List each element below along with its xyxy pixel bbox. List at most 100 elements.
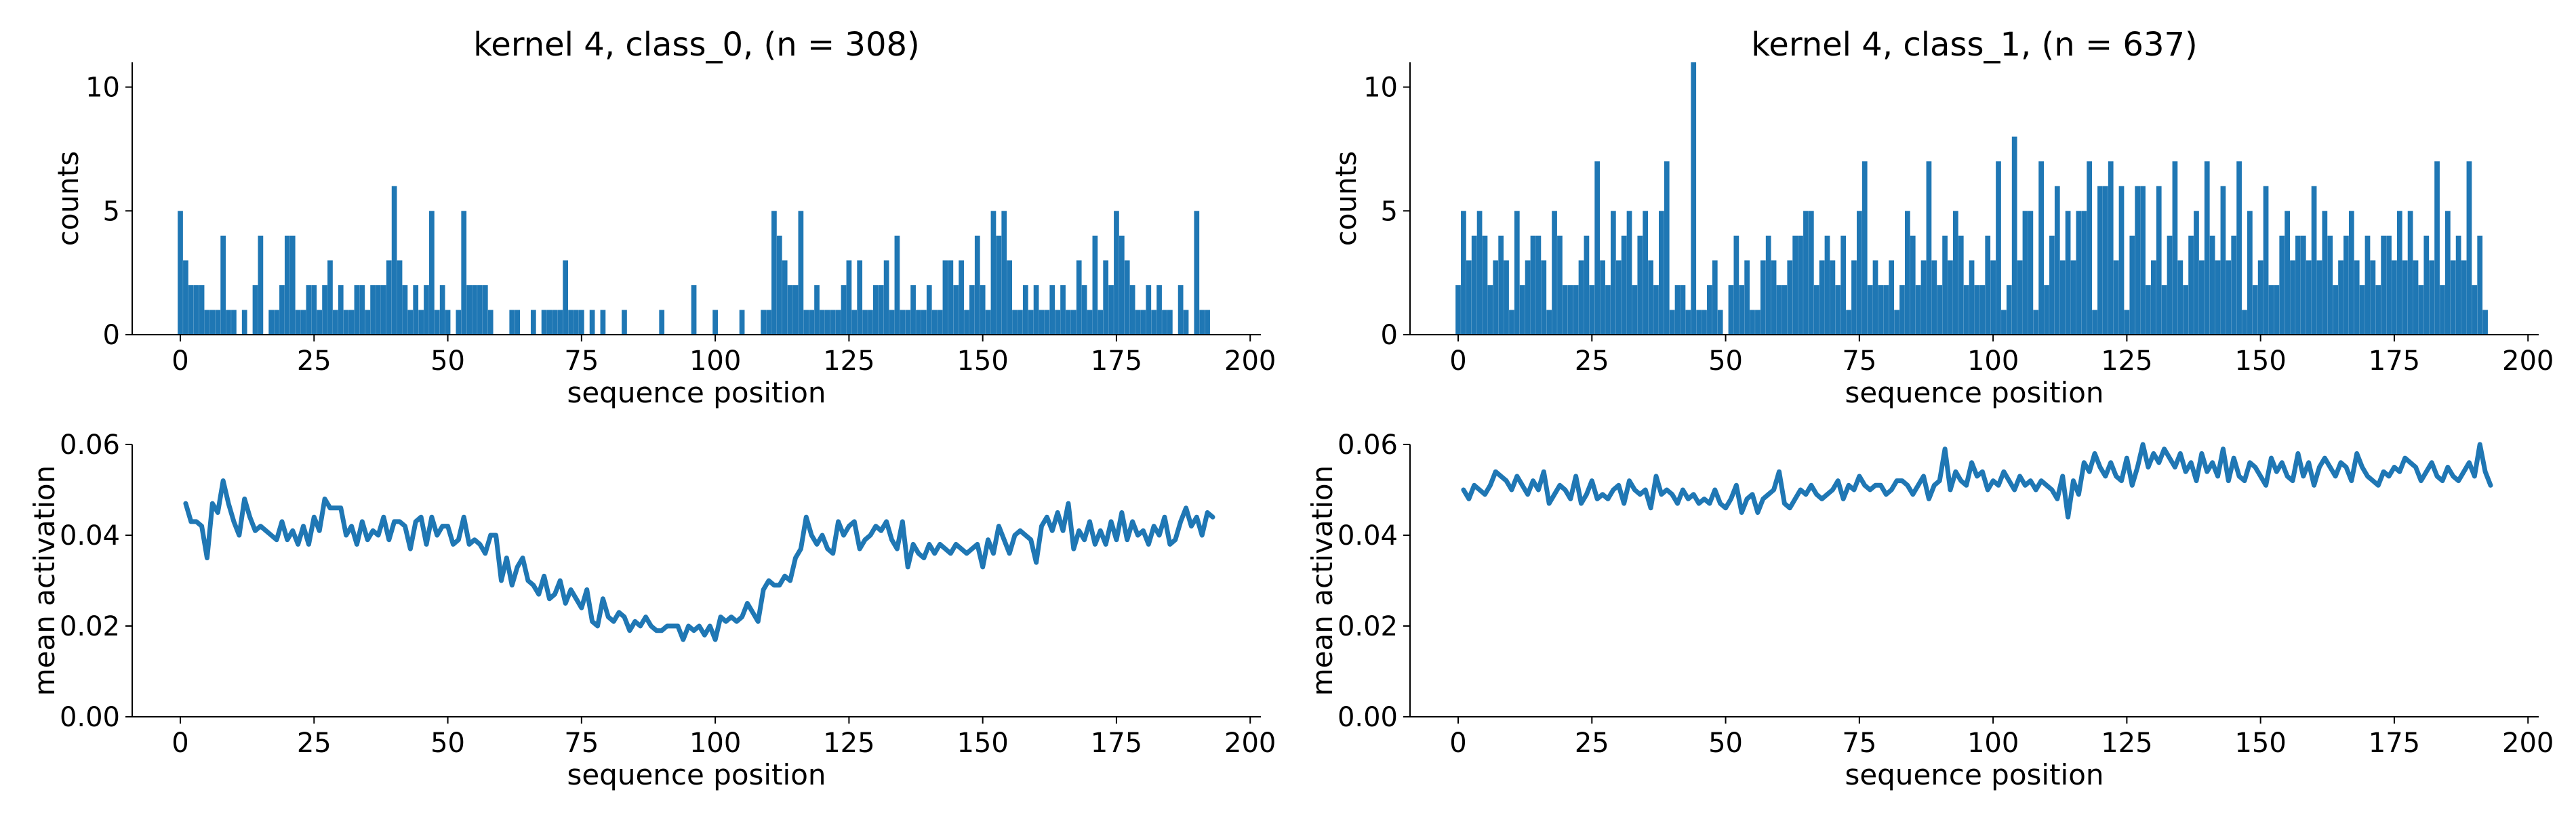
series-line xyxy=(1461,442,2493,520)
bar-73 xyxy=(568,310,573,335)
bar-147 xyxy=(964,310,969,335)
bar-171 xyxy=(2370,260,2376,335)
bar-150 xyxy=(980,285,986,335)
bar-183 xyxy=(2434,161,2440,335)
bar-149 xyxy=(974,235,980,335)
bar-111 xyxy=(2049,235,2055,335)
bar-163 xyxy=(2327,235,2333,335)
bar-126 xyxy=(2129,235,2135,335)
bar-185 xyxy=(1167,310,1173,335)
y-tick-label-3: 0.06 xyxy=(60,430,120,461)
bar-58 xyxy=(487,310,494,335)
bar-187 xyxy=(2455,235,2461,335)
y-axis-label: counts xyxy=(52,151,85,246)
bar-22 xyxy=(1573,285,1579,335)
bar-39 xyxy=(386,260,392,335)
bar-167 xyxy=(1070,310,1076,335)
bar-133 xyxy=(2167,235,2173,335)
bar-19 xyxy=(1557,235,1563,335)
bar-69 xyxy=(1824,235,1830,335)
bar-73 xyxy=(1846,310,1851,335)
bar-176 xyxy=(1119,235,1125,335)
bar-137 xyxy=(2188,235,2194,335)
bar-139 xyxy=(2199,260,2205,335)
bar-165 xyxy=(1060,285,1066,335)
bar-166 xyxy=(1066,310,1071,335)
bar-145 xyxy=(953,285,959,335)
bar-3 xyxy=(1471,235,1477,335)
bar-129 xyxy=(2146,285,2151,335)
bar-59 xyxy=(1771,260,1777,335)
bar-148 xyxy=(969,285,975,335)
bar-95 xyxy=(1963,285,1969,335)
bar-115 xyxy=(2070,260,2076,335)
bar-4 xyxy=(1476,211,1483,335)
x-tick-label-5: 125 xyxy=(823,728,874,759)
y-tick-label-3: 0.06 xyxy=(1337,430,1398,461)
bar-74 xyxy=(1851,260,1857,335)
bar-72 xyxy=(563,260,569,335)
bar-114 xyxy=(2065,211,2071,335)
bar-23 xyxy=(1578,260,1584,335)
bar-14 xyxy=(252,285,258,335)
x-tick-label-5: 125 xyxy=(823,346,874,377)
bar-103 xyxy=(2006,285,2012,335)
bar-105 xyxy=(2017,260,2023,335)
x-tick-label-4: 100 xyxy=(1967,728,2019,759)
bar-31 xyxy=(343,310,349,335)
bar-128 xyxy=(862,310,868,335)
bar-112 xyxy=(776,235,782,335)
bar-128 xyxy=(2140,186,2146,335)
bar-190 xyxy=(1194,211,1200,335)
bar-112 xyxy=(2054,186,2060,335)
bar-11 xyxy=(1514,211,1520,335)
bar-150 xyxy=(2257,260,2263,335)
bar-84 xyxy=(1905,211,1910,335)
bar-120 xyxy=(820,310,825,335)
bar-54 xyxy=(1744,260,1750,335)
x-tick-label-3: 75 xyxy=(1842,346,1876,377)
bar-0 xyxy=(178,211,183,335)
bar-52 xyxy=(1733,235,1739,335)
bar-5 xyxy=(204,310,210,335)
x-tick-label-4: 100 xyxy=(689,728,741,759)
bar-177 xyxy=(1124,260,1130,335)
bar-69 xyxy=(546,310,552,335)
bar-24 xyxy=(306,285,312,335)
bar-79 xyxy=(600,310,606,335)
bar-116 xyxy=(798,211,804,335)
bar-181 xyxy=(2423,235,2430,335)
bar-109 xyxy=(761,310,766,335)
bar-20 xyxy=(284,235,290,335)
bar-91 xyxy=(1942,235,1948,335)
x-tick-label-8: 200 xyxy=(1224,346,1276,377)
bar-155 xyxy=(2285,211,2290,335)
bar-179 xyxy=(1135,310,1141,335)
bar-42 xyxy=(1680,285,1686,335)
bar-37 xyxy=(1653,285,1659,335)
bar-115 xyxy=(792,285,799,335)
bar-66 xyxy=(530,310,536,335)
bar-38 xyxy=(381,285,386,335)
bar-132 xyxy=(2161,285,2167,335)
bar-183 xyxy=(1156,285,1162,335)
bar-77 xyxy=(1867,285,1873,335)
bar-70 xyxy=(1830,260,1836,335)
bar-36 xyxy=(370,285,376,335)
x-tick-label-7: 175 xyxy=(2369,346,2420,377)
bar-17 xyxy=(268,310,275,335)
bar-176 xyxy=(2396,211,2402,335)
bar-18 xyxy=(274,310,279,335)
bar-100 xyxy=(712,310,718,335)
bar-96 xyxy=(691,285,697,335)
bar-159 xyxy=(1028,310,1034,335)
bar-159 xyxy=(2306,260,2312,335)
bar-9 xyxy=(1504,260,1509,335)
bar-153 xyxy=(996,235,1002,335)
bar-40 xyxy=(391,186,397,335)
bar-145 xyxy=(2231,235,2237,335)
bar-76 xyxy=(1861,161,1868,335)
bar-125 xyxy=(846,260,852,335)
bar-172 xyxy=(1098,310,1104,335)
bar-135 xyxy=(900,310,906,335)
